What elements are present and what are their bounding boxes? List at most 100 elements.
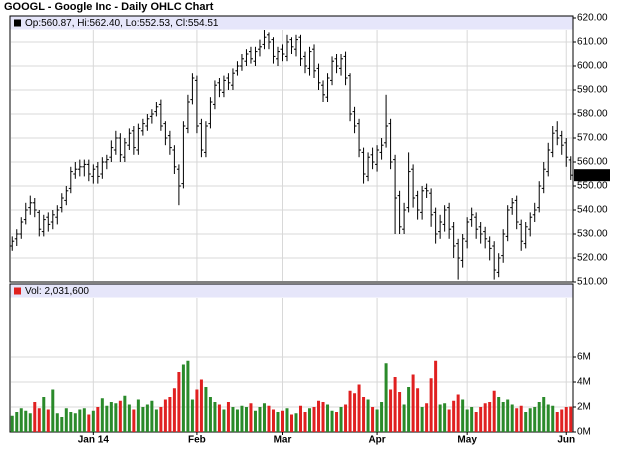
volume-bar (118, 400, 122, 432)
chart-title: GOOGL - Google Inc - Daily OHLC Chart (4, 1, 214, 13)
volume-bar (321, 402, 325, 432)
volume-bar (87, 414, 91, 432)
volume-bar (429, 378, 433, 432)
y-tick-label: 6M (577, 352, 591, 363)
volume-bar (326, 404, 330, 432)
volume-bar (290, 414, 293, 432)
y-tick-label: 610.00 (577, 37, 608, 48)
volume-bar (506, 399, 510, 432)
volume-bar (172, 388, 176, 432)
volume-bar (280, 410, 284, 432)
volume-bar (168, 397, 172, 432)
volume-bar (186, 360, 190, 432)
volume-bar (479, 407, 483, 432)
volume-bar (150, 400, 154, 432)
x-tick-label: Feb (188, 435, 206, 446)
volume-bar (537, 402, 541, 432)
volume-bar (42, 397, 46, 432)
volume-bar (69, 412, 73, 432)
volume-bar (235, 409, 239, 432)
volume-bar (366, 399, 370, 432)
volume-bar (375, 409, 379, 432)
volume-bar (452, 400, 456, 432)
volume-legend-bar (10, 284, 573, 298)
volume-bar (353, 393, 357, 432)
volume-bar (546, 404, 550, 432)
y-tick-label: 540.00 (577, 205, 608, 216)
volume-bar (46, 409, 50, 432)
volume-bar (393, 377, 397, 432)
volume-bar (258, 407, 262, 432)
last-price-box (574, 169, 610, 182)
volume-bar (33, 402, 37, 432)
volume-bar (10, 415, 14, 432)
volume-bar (434, 360, 438, 432)
volume-bar (127, 404, 131, 432)
volume-bar (519, 405, 523, 432)
y-tick-label: 520.00 (577, 253, 608, 264)
y-tick-label: 4M (577, 377, 591, 388)
volume-bar (438, 404, 442, 432)
x-tick-label: Apr (368, 435, 385, 446)
volume-bar (222, 409, 226, 432)
y-tick-label: 620.00 (577, 13, 608, 24)
volume-bar (515, 408, 519, 432)
volume-bar (24, 410, 28, 432)
volume-bar (470, 407, 474, 432)
volume-bar (357, 384, 361, 432)
price-legend-bar (10, 16, 573, 30)
volume-bar (362, 397, 366, 432)
volume-legend: Vol: 2,031,600 (25, 286, 89, 297)
x-tick-label: Jun (557, 435, 575, 446)
y-tick-label: 570.00 (577, 133, 608, 144)
volume-bar (159, 407, 163, 432)
volume-bar (73, 413, 77, 432)
volume-bar (330, 410, 334, 432)
volume-bar (299, 405, 303, 432)
volume-bar (154, 409, 158, 432)
volume-bar (411, 374, 415, 432)
price-panel (9, 15, 574, 283)
volume-bar (398, 392, 402, 432)
volume-bar (528, 408, 532, 432)
volume-bar (19, 408, 23, 432)
volume-bar (244, 407, 248, 432)
volume-bar (483, 403, 487, 432)
volume-bar (37, 408, 41, 432)
volume-bar (492, 390, 496, 432)
legend-swatch (14, 19, 21, 27)
volume-bar (55, 413, 59, 432)
volume-bar (100, 398, 104, 432)
volume-bar (564, 407, 568, 432)
volume-bar (195, 389, 199, 432)
volume-bar (91, 410, 95, 432)
volume-bar (420, 407, 424, 432)
y-tick-label: 590.00 (577, 85, 608, 96)
volume-bar (510, 404, 514, 432)
volume-bar (15, 412, 19, 432)
volume-bar (407, 387, 411, 432)
volume-bar (339, 407, 343, 432)
volume-bar (384, 363, 388, 432)
volume-bar (555, 412, 559, 432)
volume-bar (425, 403, 429, 432)
volume-bar (204, 387, 208, 432)
volume-bar (308, 408, 312, 432)
legend-swatch (14, 287, 21, 295)
volume-bar (389, 389, 393, 432)
volume-bar (82, 408, 86, 432)
y-tick-label: 580.00 (577, 109, 608, 120)
volume-bar (262, 403, 266, 432)
volume-bar (271, 409, 275, 432)
volume-bar (105, 405, 109, 432)
volume-bar (501, 402, 505, 432)
volume-bar (231, 407, 235, 432)
volume-bar (78, 409, 82, 432)
volume-bar (267, 405, 271, 432)
volume-bar (335, 412, 339, 432)
volume-bar (132, 409, 136, 432)
volume-bar (181, 364, 185, 432)
volume-bar (551, 405, 555, 432)
volume-bar (240, 405, 244, 432)
volume-bar (213, 402, 217, 432)
